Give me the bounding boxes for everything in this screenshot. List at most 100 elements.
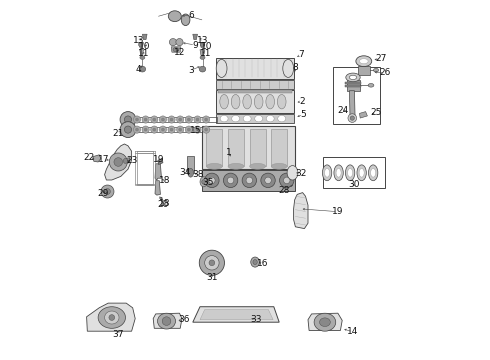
Ellipse shape: [322, 165, 332, 181]
Text: 21: 21: [113, 129, 124, 138]
Polygon shape: [349, 91, 355, 121]
Ellipse shape: [159, 126, 167, 133]
Ellipse shape: [142, 126, 149, 133]
Ellipse shape: [356, 56, 372, 67]
Bar: [135, 127, 217, 132]
Ellipse shape: [209, 177, 215, 184]
Ellipse shape: [205, 173, 219, 188]
Ellipse shape: [324, 168, 330, 177]
Ellipse shape: [142, 116, 149, 123]
Text: 36: 36: [178, 315, 190, 324]
Text: 29: 29: [97, 189, 108, 198]
Ellipse shape: [205, 128, 208, 131]
Text: 26: 26: [379, 68, 391, 77]
Ellipse shape: [220, 94, 228, 109]
Ellipse shape: [206, 163, 222, 169]
Text: 22: 22: [84, 153, 95, 162]
Ellipse shape: [159, 116, 167, 123]
Text: 16: 16: [257, 259, 268, 268]
Ellipse shape: [162, 317, 171, 325]
Text: 31: 31: [206, 274, 218, 282]
Ellipse shape: [373, 68, 379, 72]
Ellipse shape: [109, 315, 115, 320]
Ellipse shape: [359, 168, 364, 177]
Text: 18: 18: [159, 176, 171, 185]
Ellipse shape: [202, 180, 205, 184]
Bar: [345, 85, 361, 87]
Text: 13: 13: [197, 36, 208, 45]
Text: 25: 25: [371, 108, 382, 117]
Ellipse shape: [153, 128, 156, 131]
Ellipse shape: [185, 126, 193, 133]
Polygon shape: [193, 34, 197, 40]
Ellipse shape: [280, 173, 294, 188]
Ellipse shape: [251, 257, 259, 267]
Text: 14: 14: [347, 328, 359, 336]
Text: 10: 10: [201, 42, 213, 51]
Ellipse shape: [216, 59, 227, 77]
Ellipse shape: [348, 114, 357, 122]
Ellipse shape: [205, 256, 219, 270]
Text: 6: 6: [188, 11, 194, 20]
Ellipse shape: [360, 59, 368, 64]
Ellipse shape: [242, 173, 257, 188]
Text: 8: 8: [293, 63, 298, 72]
Ellipse shape: [319, 318, 330, 327]
Ellipse shape: [162, 128, 164, 131]
Ellipse shape: [283, 59, 294, 77]
Ellipse shape: [194, 126, 201, 133]
Ellipse shape: [277, 94, 286, 109]
Text: 2: 2: [299, 97, 305, 106]
Ellipse shape: [169, 11, 181, 22]
Polygon shape: [139, 42, 144, 48]
Text: 30: 30: [348, 180, 360, 189]
Text: 3: 3: [188, 66, 194, 75]
Text: 19: 19: [153, 155, 164, 163]
Text: 24: 24: [337, 107, 348, 116]
Polygon shape: [200, 42, 205, 48]
Ellipse shape: [200, 177, 207, 187]
Ellipse shape: [368, 165, 378, 181]
Bar: [135, 117, 217, 122]
Ellipse shape: [187, 118, 190, 121]
Ellipse shape: [98, 307, 125, 328]
Ellipse shape: [144, 118, 147, 121]
Ellipse shape: [168, 116, 175, 123]
Bar: [206, 129, 222, 166]
Polygon shape: [87, 303, 135, 331]
Text: 12: 12: [174, 48, 185, 57]
Text: 37: 37: [113, 330, 124, 338]
Ellipse shape: [123, 158, 127, 163]
Bar: [323, 157, 385, 188]
Ellipse shape: [136, 118, 139, 121]
Ellipse shape: [101, 185, 114, 198]
Ellipse shape: [336, 168, 341, 177]
Ellipse shape: [162, 118, 164, 121]
Ellipse shape: [314, 313, 336, 331]
Text: 35: 35: [202, 179, 214, 188]
Polygon shape: [143, 34, 147, 40]
Ellipse shape: [266, 94, 274, 109]
Ellipse shape: [104, 189, 110, 194]
Polygon shape: [200, 50, 205, 56]
Text: 1: 1: [226, 148, 232, 157]
Text: 38: 38: [193, 170, 204, 179]
Ellipse shape: [349, 75, 357, 80]
Text: 7: 7: [298, 50, 304, 59]
Bar: [358, 66, 370, 75]
Text: 34: 34: [179, 168, 190, 177]
Ellipse shape: [209, 260, 215, 266]
Ellipse shape: [254, 94, 263, 109]
Text: 27: 27: [375, 54, 387, 63]
Bar: [216, 58, 294, 79]
Ellipse shape: [133, 126, 141, 133]
Text: 4: 4: [136, 65, 142, 74]
Text: 33: 33: [250, 315, 262, 324]
Ellipse shape: [179, 118, 182, 121]
Bar: [218, 90, 292, 93]
Ellipse shape: [246, 177, 252, 184]
Polygon shape: [200, 310, 273, 320]
Ellipse shape: [202, 116, 210, 123]
Ellipse shape: [227, 177, 234, 184]
Ellipse shape: [261, 173, 275, 188]
